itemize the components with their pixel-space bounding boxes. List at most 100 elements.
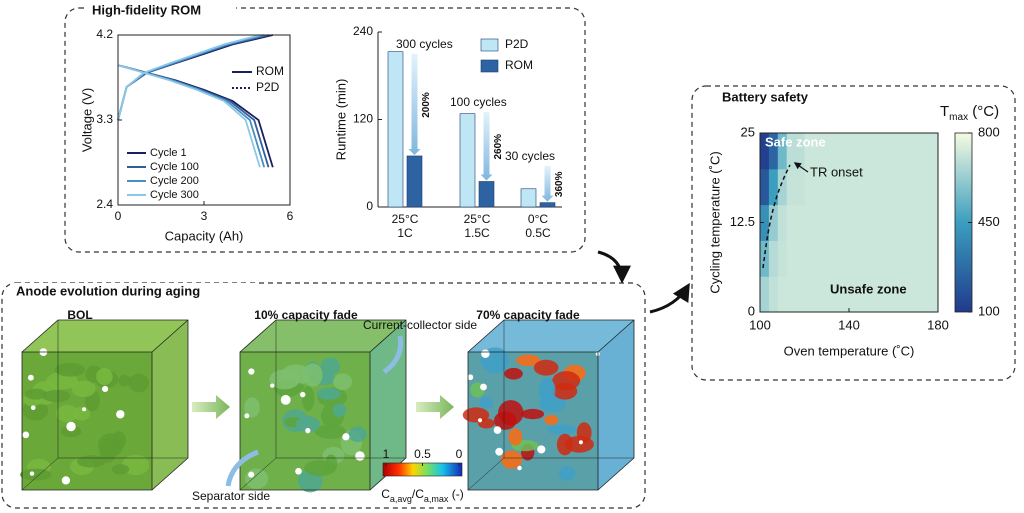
safety-box — [691, 85, 1016, 381]
particle — [462, 407, 490, 423]
legend-label: Cycle 100 — [150, 161, 199, 173]
title-bg — [86, 2, 236, 20]
heat-cell — [786, 133, 805, 170]
particle — [521, 408, 545, 420]
cube-top — [468, 320, 634, 352]
reduction-arrow — [408, 54, 421, 155]
cube-top — [240, 320, 406, 352]
heat-cell — [804, 240, 850, 277]
pore — [295, 467, 302, 475]
pore — [280, 394, 291, 405]
colorbar-title-part: (°C) — [968, 103, 999, 120]
particle — [332, 403, 347, 417]
heat-cell — [804, 168, 850, 206]
particle — [302, 363, 323, 387]
cube-top — [22, 320, 188, 352]
pore — [467, 374, 474, 381]
particle — [546, 424, 577, 435]
heat-cell — [760, 276, 770, 313]
particle — [245, 468, 269, 489]
anode-colorbar-title: Ca,avg/Ca,max (-) — [381, 487, 464, 504]
colorbar-tick-label: 450 — [978, 214, 1000, 229]
title-bg — [716, 87, 831, 103]
particle — [60, 425, 82, 438]
flow-arrow — [649, 282, 690, 314]
stage-label: 10% capacity fade — [254, 308, 358, 322]
pore — [29, 471, 35, 476]
cube-edges — [467, 319, 635, 491]
flow-arrow — [597, 250, 631, 284]
colorbar-title-part: max — [949, 112, 968, 123]
cube — [239, 319, 407, 493]
pore — [102, 385, 109, 393]
particle — [25, 388, 47, 400]
colorbar-title: Tmax (°C) — [940, 103, 999, 123]
heat-cell — [768, 168, 779, 206]
y-tick-label: 12.5 — [730, 214, 755, 229]
heat-cell — [777, 168, 788, 206]
heat-cell — [768, 240, 779, 277]
heat-cell — [804, 133, 850, 170]
pore — [495, 447, 504, 456]
panel-title: Battery safety — [722, 89, 809, 104]
pore — [248, 471, 255, 478]
onset-pointer — [793, 162, 809, 173]
y-axis-label: Cycling temperature (˚C) — [707, 151, 722, 293]
particle — [516, 354, 541, 367]
tr-onset-line — [762, 164, 791, 269]
cube — [462, 319, 635, 491]
pore — [305, 427, 311, 434]
colorbar-tick-label: 100 — [978, 303, 1000, 318]
pore — [27, 374, 34, 381]
pore — [116, 410, 125, 419]
heat-cell — [768, 133, 779, 170]
pore — [477, 418, 483, 423]
y-tick-label: 25 — [741, 124, 755, 139]
separator-label: Separator side — [192, 489, 270, 503]
y-tick-label: 0 — [748, 303, 755, 318]
onset-label: TR onset — [810, 164, 863, 179]
particle — [544, 414, 559, 425]
particle — [314, 424, 347, 439]
heat-cell — [760, 133, 770, 170]
y-axis-label: Voltage (V) — [79, 88, 94, 152]
panel-title: High-fidelity ROM — [92, 2, 201, 17]
pore — [244, 413, 250, 419]
heat-cell — [849, 168, 939, 206]
pore — [300, 391, 306, 398]
particle — [564, 435, 594, 453]
voltage-curve — [117, 34, 266, 168]
particle — [501, 450, 523, 469]
legend-label: ROM — [256, 64, 284, 78]
unsafe-label: Unsafe zone — [830, 281, 907, 296]
anode-colorbar-title-part: a,max — [424, 494, 449, 504]
heat-cell — [768, 276, 779, 313]
anode-colorbar-tick-label: 1 — [383, 447, 390, 461]
particle — [304, 460, 336, 477]
pore — [480, 383, 487, 391]
particle — [558, 466, 576, 481]
cube-side — [598, 320, 634, 490]
collector-label: Current-collector side — [363, 318, 477, 332]
pore — [493, 426, 502, 434]
particle — [76, 455, 106, 468]
y-tick-label: 120 — [353, 112, 373, 126]
cube-hidden-edges — [239, 320, 406, 491]
x-tick-label: 100 — [749, 317, 771, 332]
bar — [539, 202, 556, 208]
reduction-arrow — [541, 166, 554, 202]
gain-annotation: 200% — [421, 92, 432, 118]
bar — [478, 181, 495, 208]
stage-label: 70% capacity fade — [476, 308, 580, 322]
particle — [533, 359, 559, 376]
particle — [20, 468, 52, 481]
reduction-arrow — [480, 112, 493, 181]
y-tick-label: 0 — [366, 199, 373, 213]
heat-cell — [786, 240, 805, 277]
x-tick-label: 25°C — [392, 212, 419, 226]
pore — [66, 421, 76, 432]
cube — [20, 319, 189, 491]
particle — [71, 380, 96, 398]
stage-arrow — [416, 395, 454, 419]
